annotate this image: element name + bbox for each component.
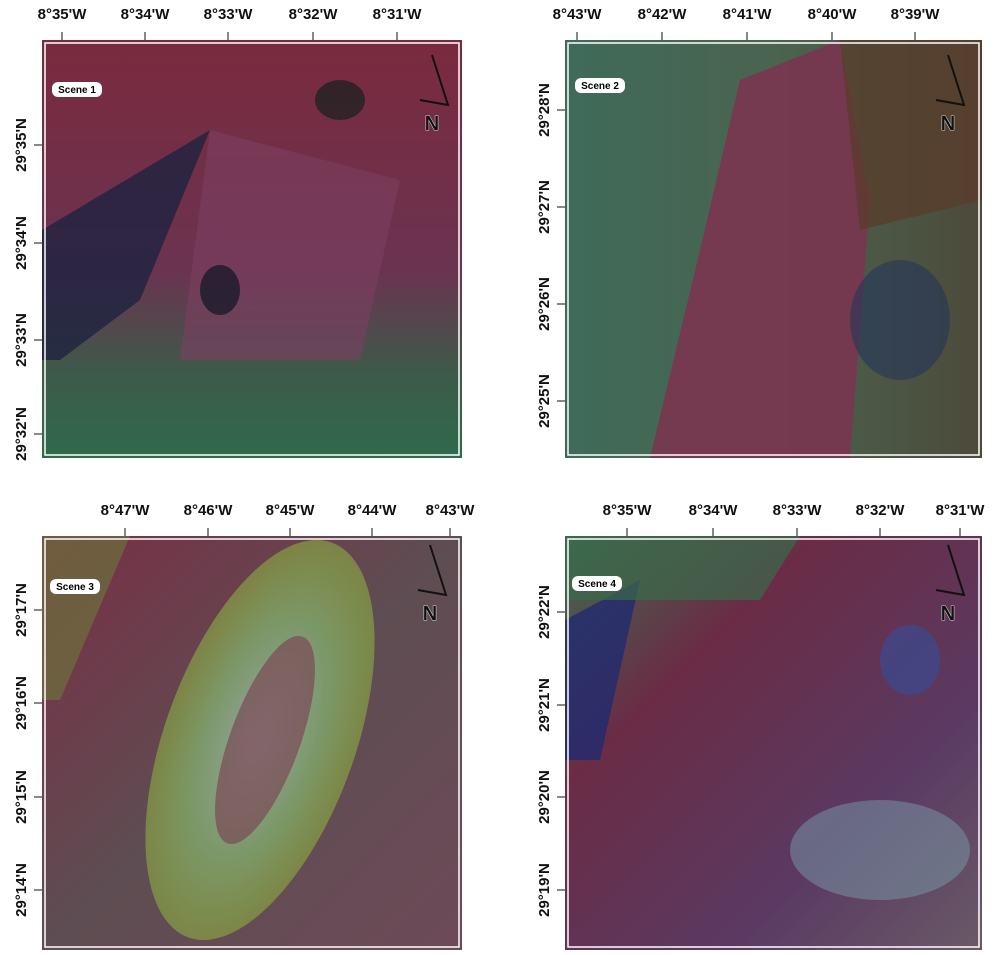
lon-label: 8°32'W [856,502,906,519]
scene-label: Scene 2 [581,81,619,92]
lat-label: 29°25'N [536,374,553,428]
scene-image [565,40,982,458]
lon-label: 8°33'W [773,502,823,519]
page: {"panels": [ {"label": "Scene 1", "north… [0,0,1001,955]
north-label: N [941,603,955,625]
scene-label: Scene 1 [58,85,96,96]
lon-label: 8°39'W [891,6,941,23]
lat-label: 29°22'N [536,585,553,639]
scene-image [565,536,982,950]
north-label: N [425,113,439,135]
lon-label: 8°34'W [121,6,171,23]
figure: 8°35'W 8°34'W 8°33'W 8°32'W 8°31'W 29°35'N 29°… [0,0,1001,955]
north-label: N [423,603,437,625]
lat-label: 29°33'N [13,313,30,367]
lon-label: 8°31'W [373,6,423,23]
lon-label: 8°45'W [266,502,316,519]
lon-label: 8°46'W [184,502,234,519]
scene-image [42,510,462,955]
lat-label: 29°32'N [13,407,30,461]
lon-label: 8°34'W [689,502,739,519]
lon-label: 8°40'W [808,6,858,23]
lon-label: 8°31'W [936,502,986,519]
lat-label: 29°26'N [536,277,553,331]
lat-label: 29°15'N [13,770,30,824]
lat-label: 29°21'N [536,678,553,732]
scene-image [42,40,462,458]
lon-label: 8°33'W [204,6,254,23]
lon-label: 8°32'W [289,6,339,23]
scene-label: Scene 4 [578,579,616,590]
lat-label: 29°17'N [13,583,30,637]
lon-label: 8°41'W [723,6,773,23]
lat-label: 29°35'N [13,118,30,172]
lat-label: 29°28'N [536,83,553,137]
lat-label: 29°16'N [13,676,30,730]
north-label: N [941,113,955,135]
lon-label: 8°44'W [348,502,398,519]
lat-label: 29°34'N [13,216,30,270]
lon-label: 8°35'W [38,6,88,23]
lat-label: 29°20'N [536,770,553,824]
lon-label: 8°35'W [603,502,653,519]
lon-label: 8°42'W [638,6,688,23]
lat-label: 29°14'N [13,863,30,917]
lat-label: 29°19'N [536,863,553,917]
lon-label: 8°47'W [101,502,151,519]
lon-label: 8°43'W [426,502,476,519]
scene-label: Scene 3 [56,582,94,593]
lat-label: 29°27'N [536,180,553,234]
lon-label: 8°43'W [553,6,603,23]
